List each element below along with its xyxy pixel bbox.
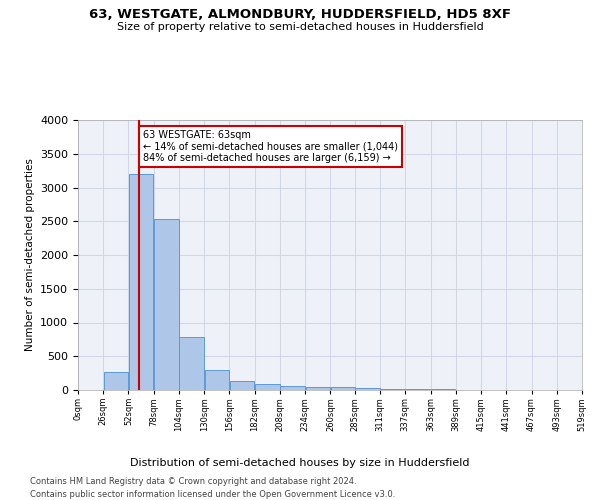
Bar bbox=[406, 389, 430, 390]
Bar bbox=[331, 386, 355, 390]
Bar bbox=[230, 380, 254, 390]
Bar bbox=[305, 387, 330, 390]
Text: Distribution of semi-detached houses by size in Huddersfield: Distribution of semi-detached houses by … bbox=[130, 458, 470, 468]
Bar bbox=[154, 219, 179, 390]
Bar bbox=[179, 338, 204, 390]
Bar bbox=[280, 386, 305, 390]
Bar bbox=[205, 370, 229, 390]
Text: 63 WESTGATE: 63sqm
← 14% of semi-detached houses are smaller (1,044)
84% of semi: 63 WESTGATE: 63sqm ← 14% of semi-detache… bbox=[143, 130, 398, 164]
Y-axis label: Number of semi-detached properties: Number of semi-detached properties bbox=[25, 158, 35, 352]
Text: 63, WESTGATE, ALMONDBURY, HUDDERSFIELD, HD5 8XF: 63, WESTGATE, ALMONDBURY, HUDDERSFIELD, … bbox=[89, 8, 511, 20]
Text: Contains public sector information licensed under the Open Government Licence v3: Contains public sector information licen… bbox=[30, 490, 395, 499]
Bar bbox=[104, 372, 128, 390]
Bar bbox=[129, 174, 154, 390]
Bar bbox=[255, 384, 280, 390]
Text: Size of property relative to semi-detached houses in Huddersfield: Size of property relative to semi-detach… bbox=[116, 22, 484, 32]
Bar bbox=[380, 388, 405, 390]
Bar bbox=[355, 388, 380, 390]
Text: Contains HM Land Registry data © Crown copyright and database right 2024.: Contains HM Land Registry data © Crown c… bbox=[30, 478, 356, 486]
